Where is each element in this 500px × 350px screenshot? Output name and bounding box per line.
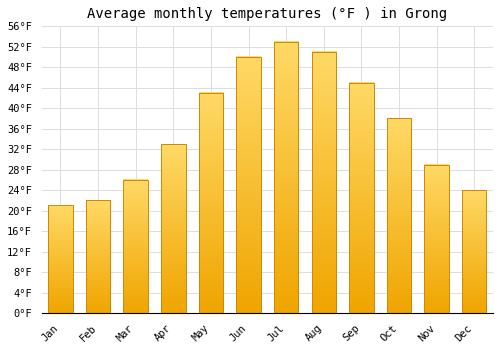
Bar bbox=[349, 83, 374, 313]
Bar bbox=[462, 190, 486, 313]
Bar bbox=[312, 52, 336, 313]
Bar bbox=[274, 42, 298, 313]
Bar bbox=[48, 205, 72, 313]
Bar bbox=[161, 144, 186, 313]
Bar bbox=[236, 57, 261, 313]
Bar bbox=[387, 118, 411, 313]
Title: Average monthly temperatures (°F ) in Grong: Average monthly temperatures (°F ) in Gr… bbox=[88, 7, 448, 21]
Bar bbox=[86, 200, 110, 313]
Bar bbox=[124, 180, 148, 313]
Bar bbox=[198, 93, 223, 313]
Bar bbox=[424, 164, 449, 313]
